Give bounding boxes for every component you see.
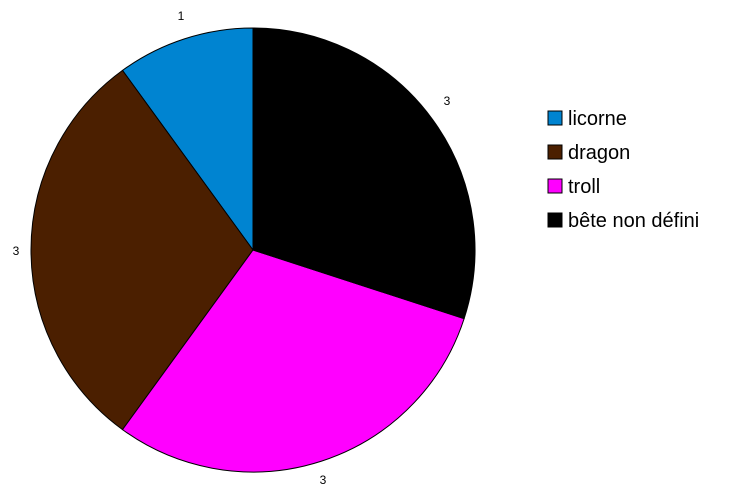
legend-label: licorne	[568, 108, 627, 130]
data-labels: 1 3 3 3	[13, 9, 451, 487]
pie-slices	[30, 27, 476, 473]
legend-label: troll	[568, 176, 600, 198]
data-label: 3	[320, 473, 327, 487]
data-label: 3	[444, 94, 451, 108]
pie-slice-troll	[121, 249, 465, 473]
data-label: 3	[13, 244, 20, 258]
legend-swatch	[547, 212, 563, 228]
pie-slice-b-te-non-d-fini	[252, 27, 476, 320]
legend-swatch	[547, 144, 563, 160]
data-label: 1	[178, 9, 185, 23]
legend-label: dragon	[568, 142, 630, 164]
legend-label: bête non défini	[568, 210, 699, 232]
pie-slice-licorne	[121, 27, 254, 252]
legend: licorne dragon troll bête non défini	[547, 108, 699, 232]
legend-swatch	[547, 110, 563, 126]
legend-swatch	[547, 178, 563, 194]
pie-slice-dragon	[30, 69, 254, 431]
